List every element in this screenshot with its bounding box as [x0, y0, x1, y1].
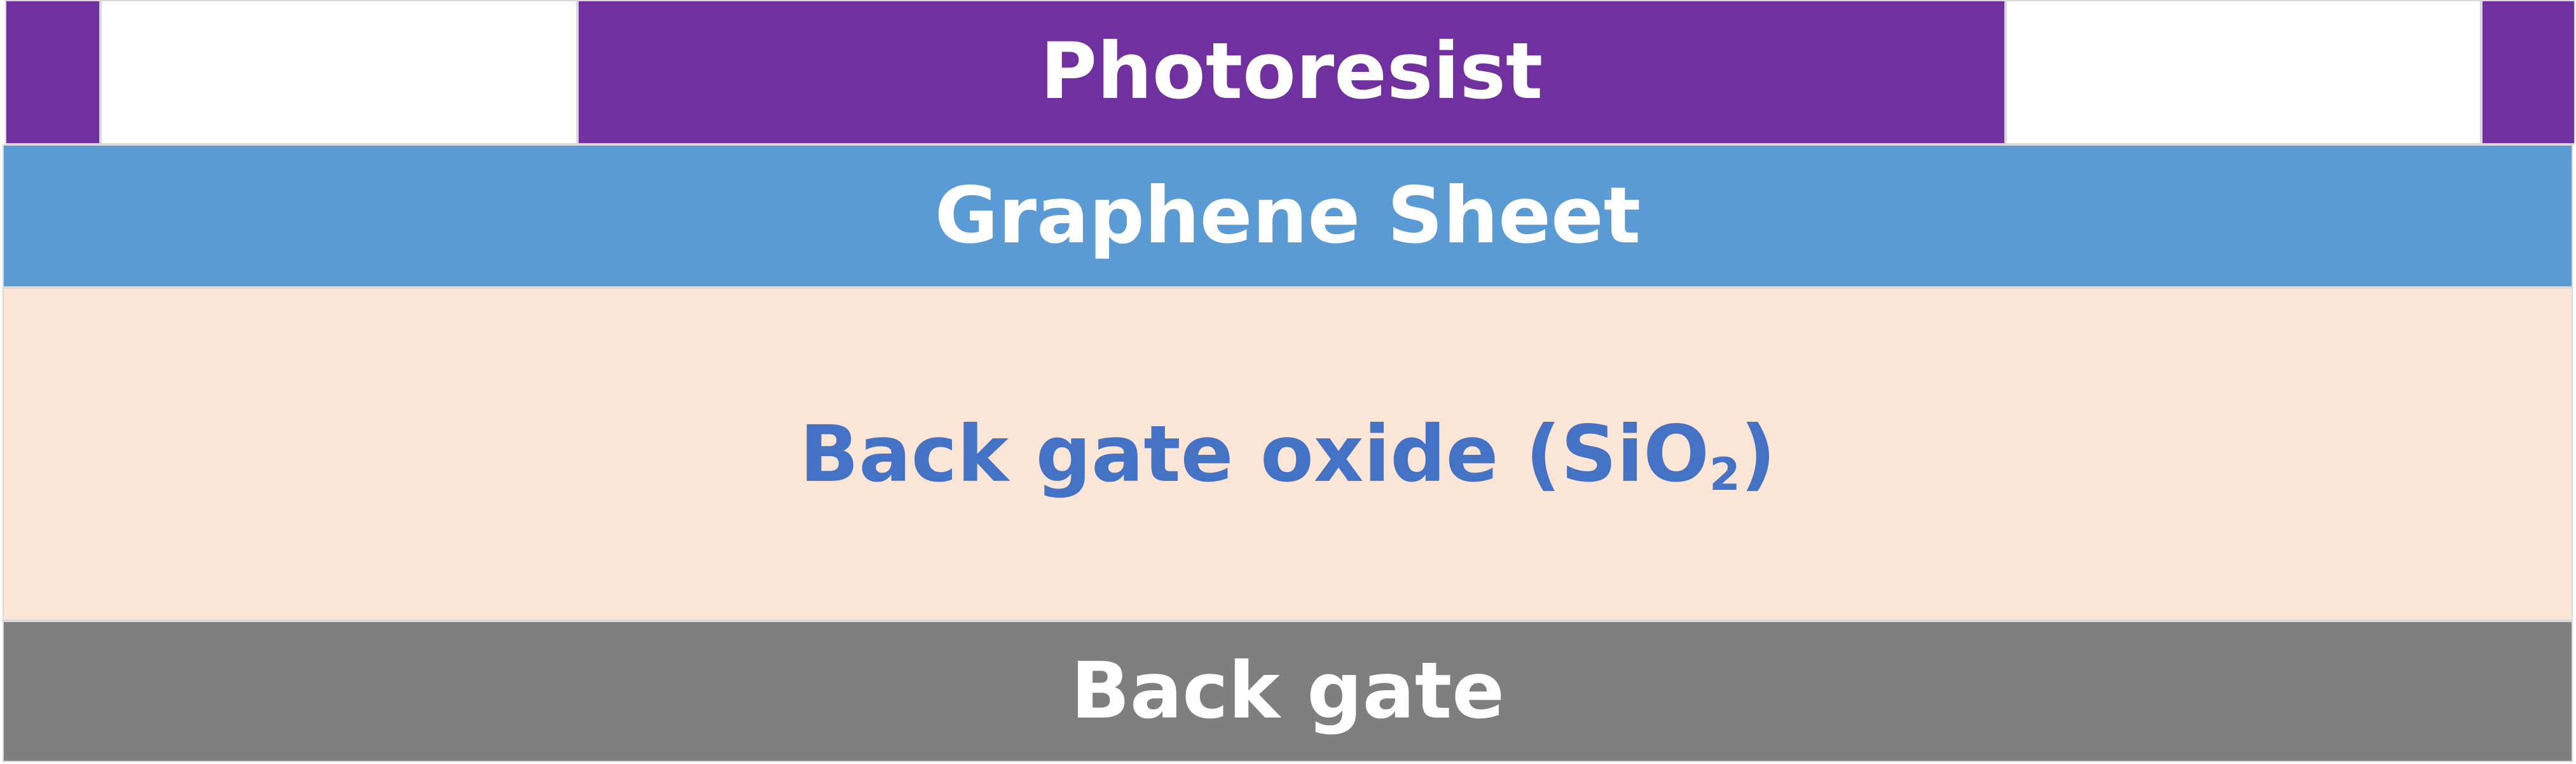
back-gate-label: Back gate: [1071, 646, 1505, 736]
photoresist-label: Photoresist: [1040, 26, 1543, 116]
back-gate-oxide-label: Back gate oxide (SiO2): [4, 406, 2572, 522]
graphene-sheet-layer: Graphene Sheet: [3, 144, 2573, 288]
photoresist-opening-left: [100, 0, 577, 144]
oxide-label-main: Back gate oxide (SiO: [799, 409, 1709, 499]
photoresist-block-left: [5, 0, 100, 144]
photoresist-opening-right: [2006, 0, 2481, 144]
oxide-label-close: ): [1740, 409, 1776, 499]
graphene-sheet-label: Graphene Sheet: [934, 170, 1641, 261]
oxide-label-subscript: 2: [1709, 448, 1740, 501]
photoresist-block-center: Photoresist: [577, 0, 2006, 144]
back-gate-oxide-layer: Back gate oxide (SiO2): [3, 288, 2573, 621]
back-gate-layer: Back gate: [3, 621, 2573, 762]
photoresist-block-right: [2481, 0, 2575, 144]
photoresist-layer: Photoresist: [3, 0, 2575, 144]
